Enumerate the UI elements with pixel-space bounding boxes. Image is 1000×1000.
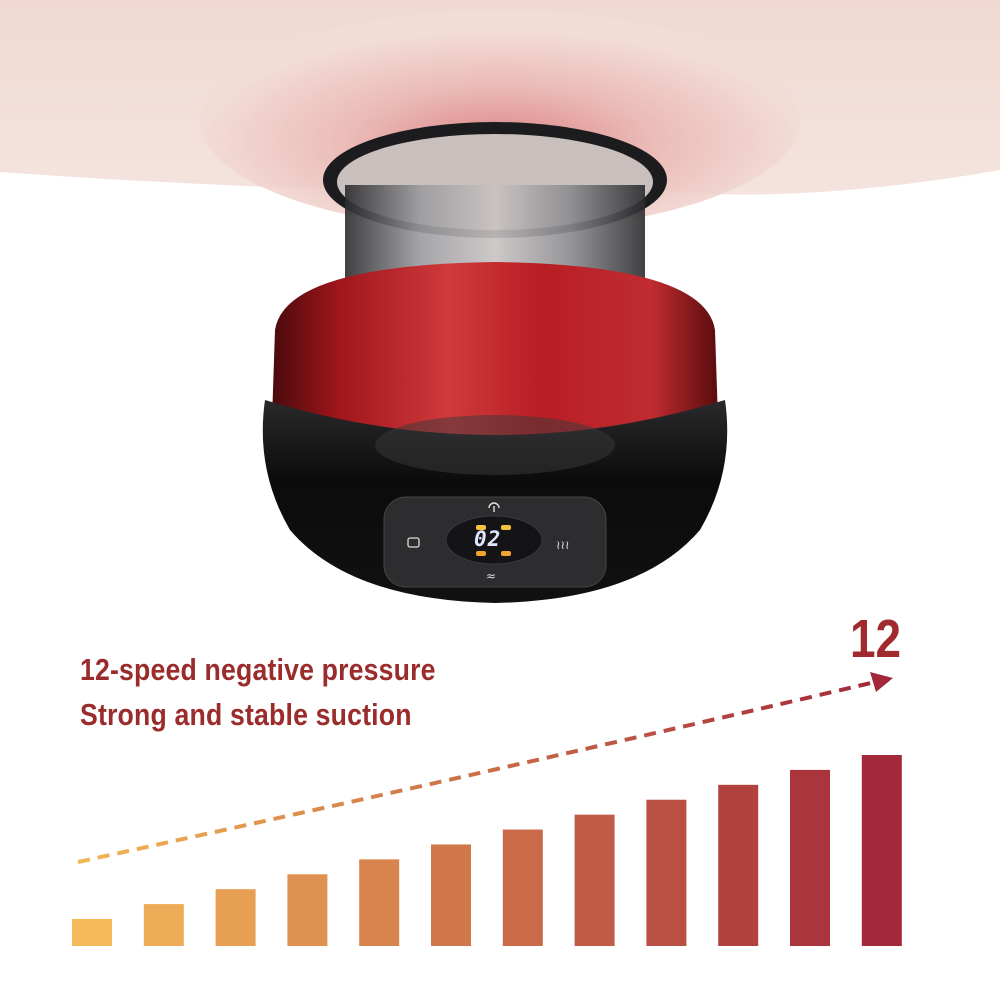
speed-bar-11 — [790, 769, 830, 946]
speed-display: 02 — [474, 527, 502, 551]
speed-bars — [72, 755, 902, 946]
heat-icon[interactable]: ≀≀≀ — [556, 538, 570, 552]
headline-line-1: 12-speed negative pressure — [80, 652, 436, 687]
speed-bar-8 — [574, 814, 615, 946]
power-icon[interactable] — [488, 502, 500, 512]
speed-bar-5 — [359, 859, 400, 946]
speed-bar-4 — [287, 874, 328, 946]
speed-bar-6 — [431, 844, 471, 946]
speed-bar-10 — [718, 784, 759, 946]
headline-line-2: Strong and stable suction — [80, 697, 412, 732]
display-window — [445, 515, 543, 565]
speed-bar-2 — [143, 904, 184, 946]
wave-icon[interactable]: ≈ — [486, 569, 496, 583]
trend-arrow-line — [77, 680, 876, 864]
speed-bar-1 — [72, 919, 112, 946]
red-band — [272, 262, 718, 475]
speed-bar-9 — [646, 799, 687, 946]
speed-bar-3 — [215, 889, 256, 946]
base-highlight — [375, 415, 615, 475]
speed-bar-7 — [502, 829, 543, 946]
trend-arrow-head — [870, 672, 893, 692]
cup-mode-icon[interactable] — [407, 537, 420, 548]
max-level-label: 12 — [850, 609, 902, 669]
speed-bar-12 — [861, 755, 902, 946]
indicator-leds — [476, 525, 511, 556]
